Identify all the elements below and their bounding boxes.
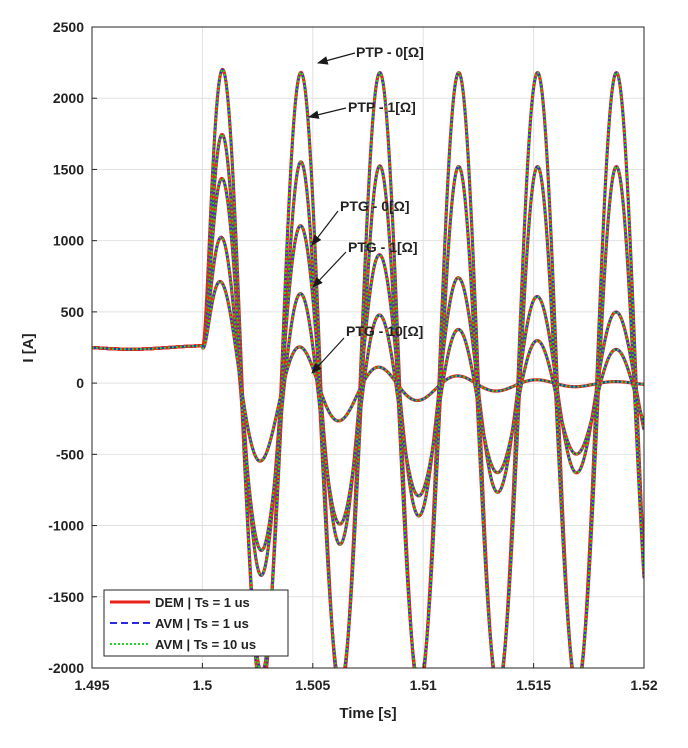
y-tick-label: -1500: [48, 589, 84, 605]
y-tick-label: 500: [61, 304, 85, 320]
x-tick-label: 1.495: [74, 677, 109, 693]
y-tick-label: 2000: [53, 90, 84, 106]
y-tick-label: -500: [56, 446, 84, 462]
y-axis-label: I [A]: [20, 333, 37, 362]
legend-label-avm-1us: AVM | Ts = 1 us: [155, 616, 249, 631]
annotation-arrow-ptg-10: [311, 337, 345, 374]
annotation-arrow-ptp-1: [307, 107, 347, 119]
annotation-arrow-ptg-0: [311, 210, 339, 246]
axes-frame: [91, 26, 645, 669]
y-tick-label: -1000: [48, 518, 84, 534]
x-tick-label: 1.505: [295, 677, 330, 693]
annotation-arrow-ptp-0: [316, 52, 356, 65]
y-tick-label: 2500: [53, 19, 84, 35]
annotation-ptg-1: PTG - 1[Ω]: [348, 239, 418, 255]
y-tick-label: 1500: [53, 161, 84, 177]
y-tick-label: -2000: [48, 660, 84, 676]
y-tick-label: 1000: [53, 233, 84, 249]
annotation-ptg-10: PTG - 10[Ω]: [346, 323, 423, 339]
legend: DEM | Ts = 1 us AVM | Ts = 1 us AVM | Ts…: [103, 589, 289, 657]
x-tick-label: 1.5: [193, 677, 213, 693]
annotation-ptp-0: PTP - 0[Ω]: [356, 44, 424, 60]
annotation-ptg-0: PTG - 0[Ω]: [340, 198, 410, 214]
trace-case-5-series-3: [92, 280, 644, 463]
x-axis-ticks: 1.495 1.5 1.505 1.51 1.515 1.52: [74, 663, 658, 693]
y-axis-ticks: -2000 -1500 -1000 -500 0 500 1000 1500 2000 2500: [48, 19, 97, 676]
x-tick-label: 1.52: [630, 677, 657, 693]
legend-label-dem: DEM | Ts = 1 us: [155, 595, 250, 610]
legend-label-avm-10us: AVM | Ts = 10 us: [155, 637, 256, 652]
x-tick-label: 1.515: [516, 677, 551, 693]
y-tick-label: 0: [76, 375, 84, 391]
x-axis-label: Time [s]: [339, 705, 396, 722]
trace-group: [92, 67, 644, 668]
annotations: PTP - 0[Ω] PTP - 1[Ω] PTG - 0[Ω] PTG - 1…: [307, 44, 424, 374]
annotation-ptp-1: PTP - 1[Ω]: [348, 99, 416, 115]
x-tick-label: 1.51: [410, 677, 437, 693]
annotation-arrow-ptg-1: [312, 251, 347, 288]
